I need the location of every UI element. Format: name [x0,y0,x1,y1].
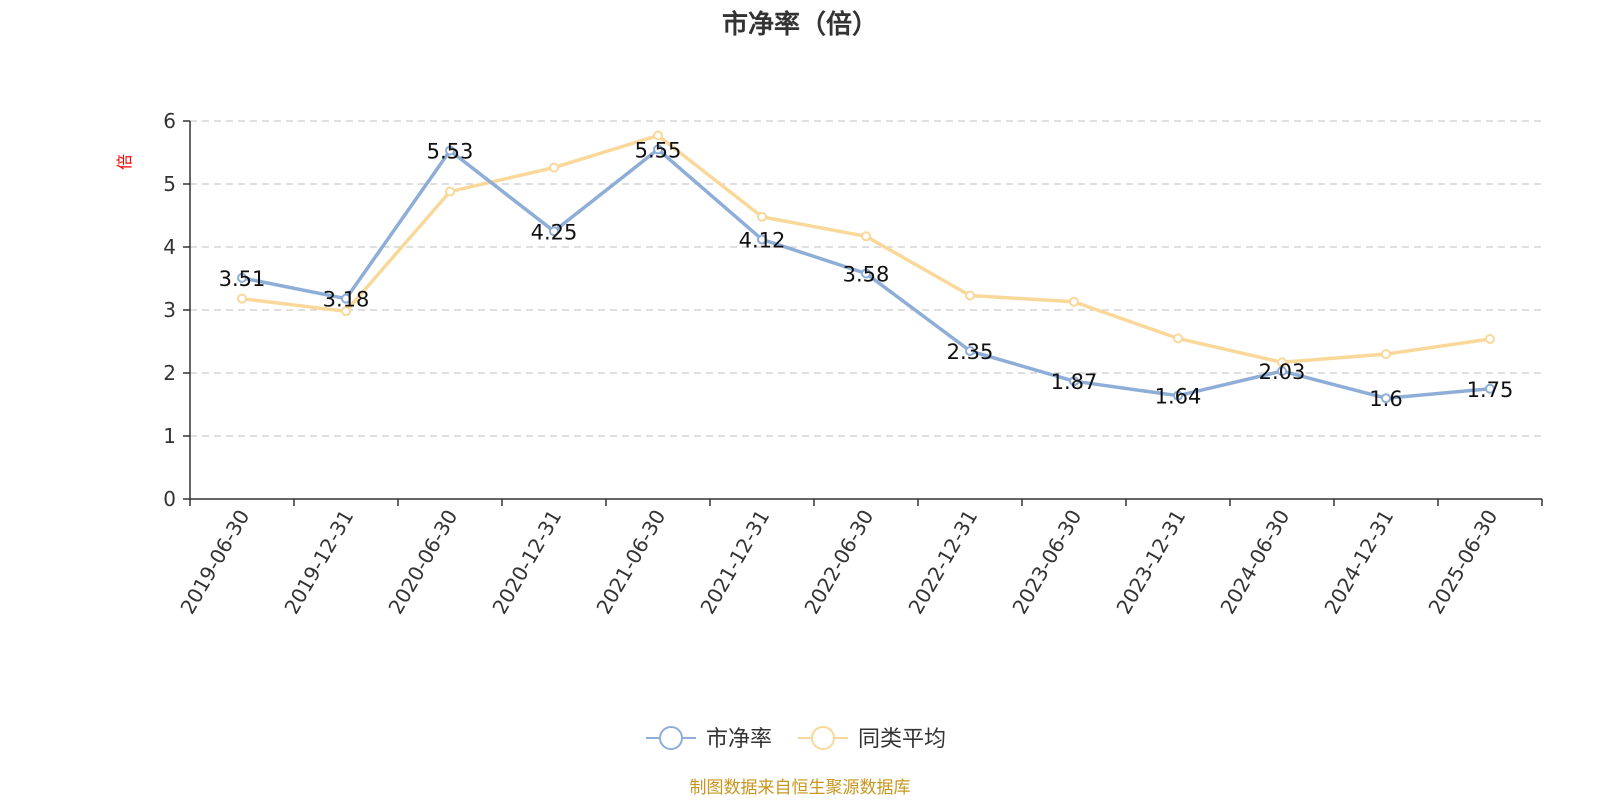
series-1-point[interactable] [1173,333,1183,344]
series-1-point[interactable] [965,290,975,301]
legend-label-pb-ratio: 市净率 [706,727,772,752]
series-1-point[interactable] [1069,296,1079,307]
chart-title: 市净率（倍） [722,9,878,40]
data-label: 2.03 [1259,360,1306,384]
data-label: 4.12 [739,228,786,252]
legend-marker-peer-average-icon [811,726,835,750]
series-0-point[interactable] [757,234,767,245]
x-tick-label: 2019-06-30 [175,506,254,619]
y-axis-unit-label: 倍 [115,154,134,170]
data-label: 1.75 [1467,378,1514,402]
series-0-point[interactable] [653,144,663,155]
series-lines [237,130,1495,404]
legend[interactable]: 市净率 同类平均 [646,726,946,752]
y-tick-label: 3 [163,298,176,322]
series-0-point[interactable] [965,345,975,356]
data-source-note: 制图数据来自恒生聚源数据库 [690,778,911,798]
legend-marker-pb-ratio-icon [659,726,683,750]
x-tick-label: 2023-12-31 [1111,506,1190,619]
y-tick-label: 0 [163,487,176,511]
x-tick-label: 2020-12-31 [487,506,566,619]
series-0-point[interactable] [1069,376,1079,387]
series-0-point[interactable] [861,268,871,279]
grid-lines [190,120,1542,437]
y-axis-ticks: 0 1 2 3 4 5 6 [163,109,190,511]
data-label: 1.87 [1051,370,1098,394]
x-tick-label: 2020-06-30 [383,506,462,619]
data-label: 5.55 [635,138,682,162]
series-0-point[interactable] [237,272,247,283]
data-label: 1.64 [1155,385,1202,409]
x-tick-label: 2024-12-31 [1319,506,1398,619]
series-0-point[interactable] [1173,390,1183,401]
data-label: 3.18 [323,288,370,312]
series-0-point[interactable] [1277,366,1287,377]
series-0-point[interactable] [1485,383,1495,394]
data-label: 4.25 [531,220,578,244]
y-tick-label: 6 [163,109,176,133]
data-label: 2.35 [947,340,994,364]
series-1-point[interactable] [237,293,247,304]
data-label: 3.58 [843,262,890,286]
legend-item-peer-average[interactable]: 同类平均 [798,726,946,752]
data-labels: 3.51 3.18 5.53 4.25 5.55 4.12 3.58 2.35 1.87 1.64… [219,138,1514,411]
data-label: 3.51 [219,267,266,291]
x-tick-label: 2022-12-31 [903,506,982,619]
series-0-point[interactable] [549,226,559,237]
y-tick-label: 4 [163,235,176,259]
y-tick-label: 5 [163,172,176,196]
series-0-point[interactable] [445,145,455,156]
y-tick-label: 2 [163,361,176,385]
legend-label-peer-average: 同类平均 [858,727,946,752]
data-label: 1.6 [1369,387,1402,411]
series-1-point[interactable] [653,130,663,141]
series-1-point[interactable] [549,162,559,173]
x-axis-ticks: 2019-06-30 2019-12-31 2020-06-30 2020-12-31… [175,499,1543,619]
y-tick-label: 1 [163,424,176,448]
series-0-point[interactable] [341,293,351,304]
x-tick-label: 2022-06-30 [799,506,878,619]
series-line-1 [240,133,1492,365]
series-1-point[interactable] [861,231,871,242]
legend-item-pb-ratio[interactable]: 市净率 [646,726,772,752]
series-1-point[interactable] [445,186,455,197]
x-tick-label: 2025-06-30 [1423,506,1502,619]
series-1-point[interactable] [1381,349,1391,360]
x-tick-label: 2019-12-31 [279,506,358,619]
x-tick-label: 2021-06-30 [591,506,670,619]
series-1-point[interactable] [341,306,351,317]
x-tick-label: 2021-12-31 [695,506,774,619]
x-tick-label: 2024-06-30 [1215,506,1294,619]
x-tick-label: 2023-06-30 [1007,506,1086,619]
series-1-point[interactable] [757,211,767,222]
series-1-point[interactable] [1485,333,1495,344]
data-label: 5.53 [427,140,474,164]
series-0-point[interactable] [1381,393,1391,404]
